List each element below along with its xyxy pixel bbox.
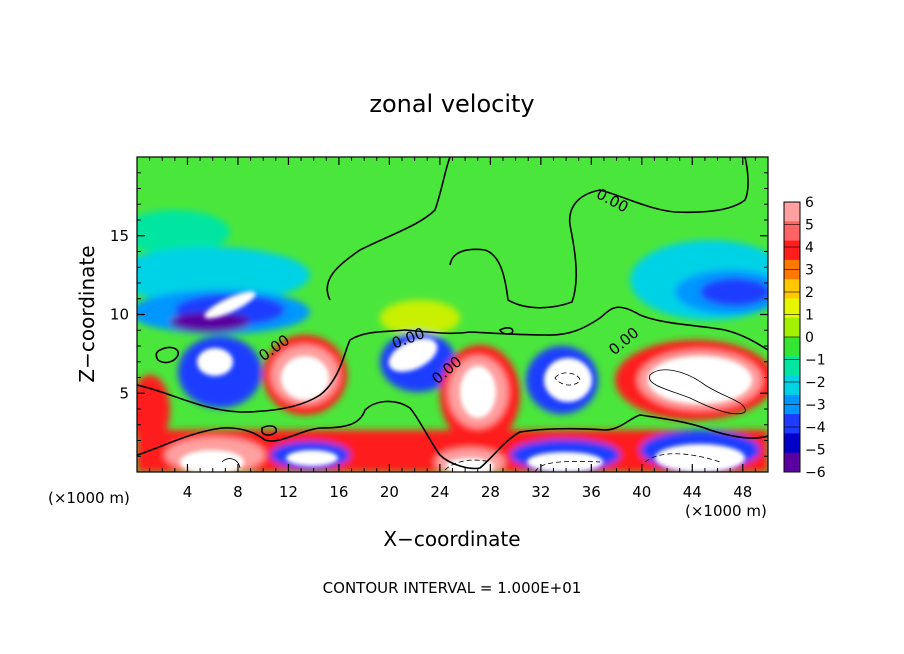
navy-core-right (700, 278, 768, 306)
y-ticks: 5 10 15 (110, 172, 768, 457)
zero-contour-dome (449, 157, 749, 309)
chart-title: zonal velocity (369, 90, 534, 118)
x-tick-label: 20 (380, 483, 399, 501)
x-axis-label: X−coordinate (383, 527, 520, 551)
x-tick-label: 32 (531, 483, 550, 501)
colorbar-tick-label: 5 (805, 218, 814, 234)
colorbar-tick-label: −6 (805, 465, 826, 481)
white-core-pink-3 (648, 356, 752, 404)
white-core-bottom-5 (655, 444, 745, 472)
contours (137, 157, 768, 470)
colorbar-swatch (784, 414, 800, 434)
colorbar-tick-label: 2 (805, 285, 814, 301)
yellow-patch-center (380, 300, 460, 336)
inner-contour-right (649, 369, 746, 415)
y-tick-label: 5 (119, 384, 129, 402)
purple-core-left (170, 312, 250, 332)
zero-contour-upper (326, 157, 451, 301)
x-tick-label: 40 (632, 483, 651, 501)
x-tick-label: 48 (733, 483, 752, 501)
colorbar-tick-label: 0 (805, 330, 814, 346)
colorbar-tick-label: 6 (805, 195, 814, 211)
colorbar-tick-label: −4 (805, 420, 826, 436)
contour-interval-footer: CONTOUR INTERVAL = 1.000E+01 (323, 579, 582, 597)
white-core-pink-1 (281, 356, 329, 400)
cyan-band-upper-left (137, 210, 230, 254)
solid-contour-bottom (221, 458, 241, 469)
white-core-center (388, 338, 438, 372)
colorbar-tick-label: −5 (805, 443, 826, 459)
y-tick-label: 10 (110, 306, 129, 324)
heatmap-field: 0.000.00 0.000.000.00 (137, 157, 768, 472)
white-core-bottom-3 (446, 458, 494, 472)
colorbar-swatch (784, 240, 800, 261)
colorbar-tick-label: 3 (805, 263, 814, 279)
white-core-right (544, 358, 592, 402)
zero-contour-lower (137, 400, 768, 470)
colorbar: 6 5 4 3 2 1 0 −1 −2 −3 −4 −5 −6 (783, 195, 826, 481)
colorbar-tick-label: −3 (805, 398, 826, 414)
small-contour-wedge (498, 327, 514, 335)
small-contour-mid (261, 425, 278, 436)
colorbar-swatch (784, 221, 800, 242)
cyan-band-mid-left (137, 247, 310, 303)
x-tick-label: 12 (279, 483, 298, 501)
colorbar-tick-label: −1 (805, 353, 826, 369)
white-core-bottom-1 (180, 450, 244, 472)
white-core-pink-2 (460, 366, 496, 418)
white-core-left (204, 291, 256, 319)
x-ticks: 4 8 12 16 20 24 28 32 36 40 44 48 (149, 157, 756, 501)
small-contour-left (155, 346, 180, 364)
colorbar-swatch (784, 452, 800, 473)
x-tick-label: 16 (329, 483, 348, 501)
colorbar-swatch (784, 298, 800, 319)
colorbar-tick-label: 1 (805, 308, 814, 324)
colorbar-swatch (784, 279, 800, 299)
dashed-contour-right (554, 372, 581, 386)
colorbar-swatch (784, 337, 800, 357)
x-tick-label: 36 (582, 483, 601, 501)
x-unit-left: (×1000 m) (48, 489, 130, 507)
x-tick-label: 4 (183, 483, 193, 501)
x-tick-label: 28 (481, 483, 500, 501)
colorbar-tick-label: 4 (805, 240, 814, 256)
colorbar-tick-label: −2 (805, 375, 826, 391)
colorbar-swatch (784, 317, 800, 338)
y-tick-label: 15 (110, 227, 129, 245)
colorbar-swatch (784, 375, 800, 396)
dashed-contour-bottom-2 (534, 461, 601, 472)
dashed-contour-bottom-1 (444, 459, 491, 471)
x-tick-label: 44 (683, 483, 702, 501)
contour-inner (221, 369, 746, 472)
colorbar-swatch (784, 202, 800, 222)
zero-contour-main (137, 306, 768, 413)
dashed-contour-bottom-3 (644, 453, 721, 463)
colorbar-swatch (784, 433, 800, 454)
white-core-bottom-2 (286, 450, 338, 466)
colorbar-swatch (784, 356, 800, 377)
x-unit-right: (×1000 m) (685, 502, 767, 520)
y-axis-label: Z−coordinate (75, 245, 99, 382)
x-tick-label: 24 (430, 483, 449, 501)
white-core-lower-left (197, 348, 233, 376)
x-tick-label: 8 (233, 483, 243, 501)
